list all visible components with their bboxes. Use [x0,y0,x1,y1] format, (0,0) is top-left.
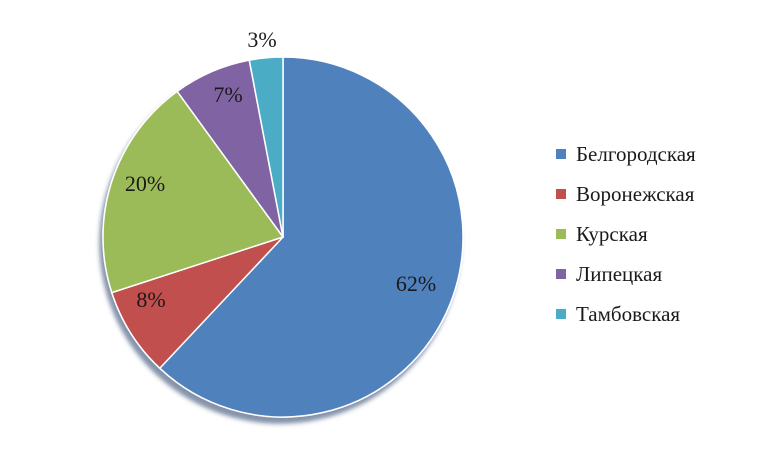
legend-label: Курская [576,221,648,246]
legend-item: Белгородская [556,134,696,174]
pie-slice [248,56,284,238]
legend-swatch [556,269,566,279]
legend-item: Воронежская [556,174,696,214]
legend-swatch [556,309,566,319]
slice-data-label: 7% [213,82,242,107]
legend-item: Тамбовская [556,294,696,334]
pie-data-labels: 62% 8% 20% 7% 3% [125,27,436,312]
pie-slice [158,56,464,418]
legend-swatch [556,189,566,199]
legend-item: Курская [556,214,696,254]
legend-item: Липецкая [556,254,696,294]
slice-data-label: 3% [247,27,276,52]
pie-slice [102,90,285,294]
legend-swatch [556,229,566,239]
legend-label: Тамбовская [576,301,681,326]
pie-slice [110,236,284,370]
legend-swatch [556,149,566,159]
slice-data-label: 20% [125,171,165,196]
slice-data-label: 8% [136,287,165,312]
legend-label: Белгородская [576,141,696,166]
slice-data-label: 62% [396,271,436,296]
legend-label: Липецкая [576,261,663,286]
legend-label: Воронежская [576,181,695,206]
legend: Белгородская Воронежская Курская Липецкая Та… [556,134,696,334]
pie-slices [102,56,464,418]
